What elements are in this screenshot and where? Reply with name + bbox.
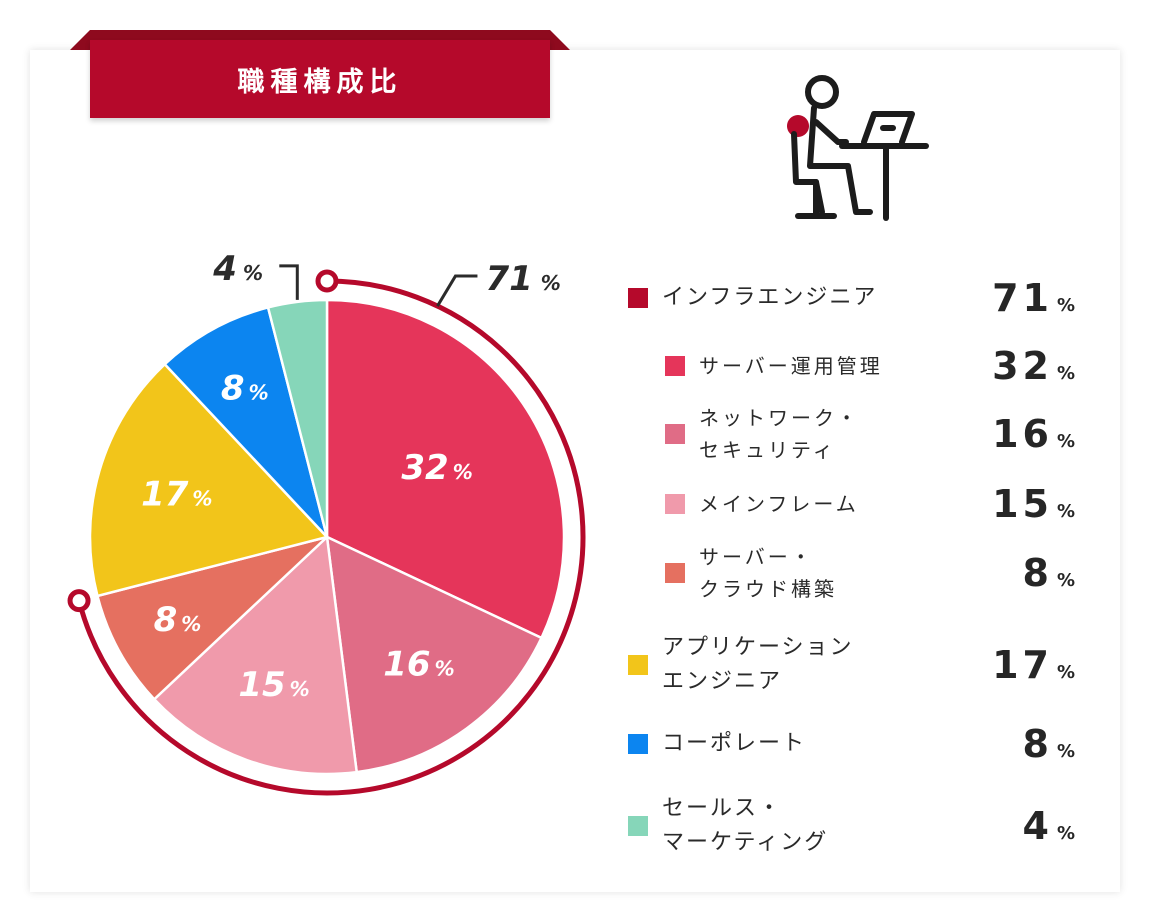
legend-value: 17%: [992, 643, 1075, 687]
legend-value: 16%: [992, 412, 1075, 456]
legend-label: アプリケーション エンジニア: [662, 635, 854, 694]
pie-slice-label-3: 8%: [154, 600, 202, 640]
legend-value: 32%: [992, 344, 1075, 388]
legend-value-number: 15: [992, 482, 1053, 526]
legend-value-number: 17: [992, 643, 1053, 687]
legend-value-unit: %: [1056, 662, 1075, 683]
title-ribbon: [90, 40, 550, 118]
legend-value-unit: %: [1056, 570, 1075, 591]
legend-value-number: 8: [1022, 551, 1053, 595]
callout-label-sales: 4%: [212, 249, 263, 289]
legend-value-unit: %: [1056, 741, 1075, 762]
legend-label: ネットワーク・ セキュリティ: [699, 406, 860, 462]
legend-item: ネットワーク・ セキュリティ 16%: [665, 400, 1075, 468]
legend-swatch: [628, 816, 648, 836]
ring-end-dot-0: [315, 269, 339, 293]
legend-swatch: [665, 424, 685, 444]
legend-label: サーバー・ クラウド構築: [699, 545, 837, 601]
legend-item: メインフレーム 15%: [665, 470, 1075, 538]
pie-slice-3: [95, 535, 328, 702]
legend-label: コーポレート: [662, 731, 807, 756]
legend-value-unit: %: [1056, 295, 1075, 316]
legend-swatch: [665, 356, 685, 376]
pie-slice-4: [88, 362, 330, 598]
pie-slice-0: [325, 298, 566, 640]
legend-value-unit: %: [1056, 501, 1075, 522]
legend-label: セールス・ マーケティング: [662, 796, 829, 855]
legend-value-number: 16: [992, 412, 1053, 456]
chart-title: 職種構成比: [237, 66, 403, 98]
callout-line-sales: [279, 264, 299, 300]
legend-item: インフラエンジニア 71%: [628, 264, 1075, 332]
ring-end-dot-1: [67, 589, 91, 613]
legend-item: コーポレート 8%: [628, 710, 1075, 778]
legend-swatch: [665, 494, 685, 514]
legend-value: 4%: [1023, 804, 1076, 848]
legend-value: 8%: [1023, 722, 1076, 766]
legend-swatch: [628, 734, 648, 754]
legend-swatch: [628, 655, 648, 675]
pie-slice-label-5: 8%: [221, 368, 269, 408]
legend-swatch: [665, 563, 685, 583]
pie-slice-2: [152, 534, 359, 776]
legend-label: メインフレーム: [699, 492, 859, 516]
pie-slice-label-0: 32%: [401, 448, 472, 488]
pie-slice-1: [325, 534, 544, 774]
pie-slice-label-2: 15%: [238, 665, 309, 705]
legend-value-unit: %: [1056, 363, 1075, 384]
legend-value-number: 8: [1022, 722, 1053, 766]
legend-value-number: 4: [1022, 804, 1053, 848]
callout-line-infra: [436, 274, 478, 307]
infra-group-ring: [76, 278, 586, 796]
legend-label: サーバー運用管理: [699, 354, 883, 378]
legend-value: 15%: [992, 482, 1075, 526]
pie-slice-5: [162, 305, 329, 538]
legend-swatch: [628, 288, 648, 308]
pie-slice-label-4: 17%: [141, 474, 212, 514]
legend-label: インフラエンジニア: [662, 285, 878, 310]
legend-item: サーバー運用管理 32%: [665, 332, 1075, 400]
legend-value: 8%: [1023, 551, 1076, 595]
legend-value-unit: %: [1056, 431, 1075, 452]
person-at-laptop-desk-icon: [780, 70, 940, 230]
legend-item: アプリケーション エンジニア 17%: [628, 631, 1075, 699]
legend-value-unit: %: [1056, 823, 1075, 844]
legend-value-number: 71: [992, 276, 1053, 320]
callout-label-infra: 71%: [485, 259, 560, 299]
legend-item: サーバー・ クラウド構築 8%: [665, 539, 1075, 607]
pie-slice-6: [266, 298, 329, 538]
legend-value-number: 32: [992, 344, 1053, 388]
legend-item: セールス・ マーケティング 4%: [628, 792, 1075, 860]
legend-value: 71%: [992, 276, 1075, 320]
pie-slice-label-1: 16%: [383, 645, 454, 685]
